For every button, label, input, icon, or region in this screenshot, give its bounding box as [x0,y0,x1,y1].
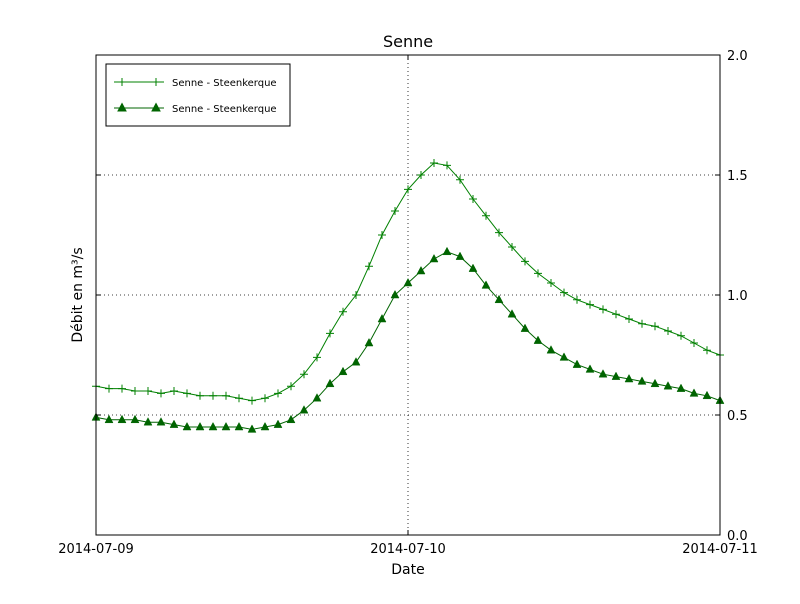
x-axis-label: Date [391,562,424,578]
legend-box [105,63,291,127]
legend-label-1: Senne - Steenkerque [172,104,277,115]
plot-frame [95,54,721,536]
legend-marker-plus-icon [118,78,126,86]
y-tick-label-0: 0.0 [727,529,748,544]
legend-marker-triangle-icon [117,102,127,112]
y-tick-label-3: 1.5 [727,169,748,184]
chart-title: Senne [383,32,433,51]
legend-label-0: Senne - Steenkerque [172,78,277,89]
y-tick-label-1: 0.5 [727,409,748,424]
legend-marker-plus-icon [152,78,160,86]
legend-sample-triangle [114,102,164,112]
y-tick-label-2: 1.0 [727,289,748,304]
legend-marker-triangle-icon [151,102,161,112]
x-tick-label-2: 2014-07-11 [682,542,758,557]
x-tick-label-0: 2014-07-09 [58,542,134,557]
legend: Senne - Steenkerque Senne - Steenkerque [105,63,291,127]
y-tick-label-4: 2.0 [727,49,748,64]
x-tick-label-1: 2014-07-10 [370,542,446,557]
grid-layer [96,55,720,535]
y-axis-label: Débit en m³/s [70,247,86,342]
legend-sample-plus [114,78,164,86]
